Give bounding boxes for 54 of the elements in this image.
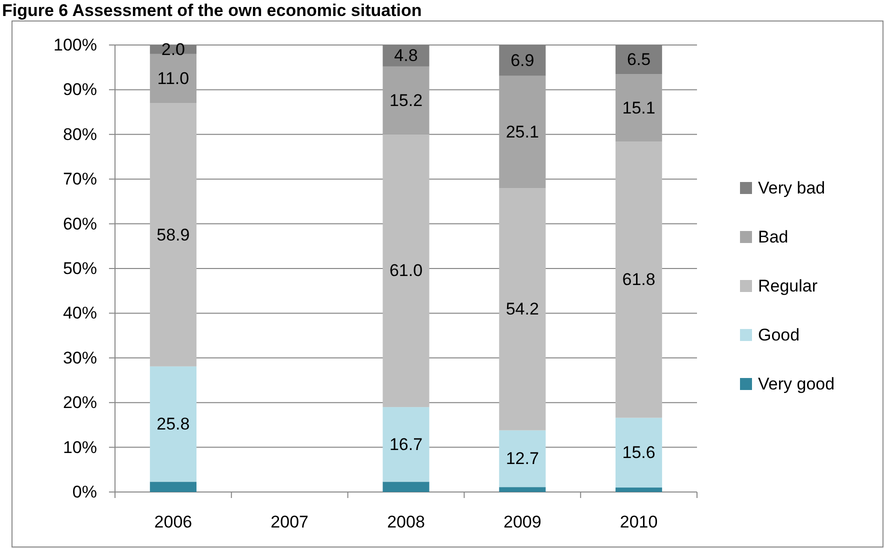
data-label: 11.0 xyxy=(157,69,190,88)
bar xyxy=(382,134,430,408)
bar xyxy=(616,142,662,418)
data-label: 6.9 xyxy=(510,50,534,70)
bar xyxy=(150,482,196,492)
bar xyxy=(616,418,662,488)
bar xyxy=(382,407,430,482)
data-label: 25.1 xyxy=(506,122,539,142)
legend-label: Good xyxy=(758,326,800,344)
y-tick-label: 80% xyxy=(62,124,97,144)
data-label: 16.7 xyxy=(389,434,423,454)
legend-label: Very bad xyxy=(758,178,826,198)
legend-label: Bad xyxy=(758,228,788,246)
bar xyxy=(499,487,546,492)
x-tick-label: 2006 xyxy=(154,512,192,532)
bar xyxy=(616,488,662,492)
y-tick-label: 10% xyxy=(62,438,97,457)
bar xyxy=(150,103,196,366)
data-label: 25.8 xyxy=(156,414,190,434)
bar xyxy=(499,76,546,188)
bar xyxy=(616,74,662,142)
x-tick-label: 2007 xyxy=(270,512,309,532)
bar xyxy=(499,188,546,430)
data-label: 15.2 xyxy=(389,90,423,110)
data-label: 4.8 xyxy=(394,46,418,66)
data-label: 61.8 xyxy=(622,270,656,290)
x-tick-label: 2008 xyxy=(387,512,425,532)
data-label: 2.0 xyxy=(161,40,186,59)
y-tick-label: 0% xyxy=(72,482,97,502)
y-tick-label: 50% xyxy=(62,259,97,278)
data-label: 61.0 xyxy=(389,261,423,280)
y-tick-label: 90% xyxy=(62,80,97,100)
bar xyxy=(499,430,546,488)
data-label: 15.1 xyxy=(622,98,656,118)
y-tick-label: 20% xyxy=(62,393,97,412)
bar xyxy=(150,366,196,482)
x-tick-label: 2010 xyxy=(620,512,658,532)
y-tick-label: 40% xyxy=(62,304,97,323)
data-label: 54.2 xyxy=(506,300,539,319)
data-label: 12.7 xyxy=(506,449,539,468)
legend-label: Regular xyxy=(758,276,818,296)
y-tick-label: 100% xyxy=(54,36,97,54)
legend-label: Very good xyxy=(758,374,835,394)
bar xyxy=(150,54,196,104)
data-label: 6.5 xyxy=(626,50,651,70)
y-tick-label: 30% xyxy=(62,348,97,368)
bar xyxy=(382,66,430,134)
x-tick-label: 2009 xyxy=(503,512,542,532)
bar xyxy=(382,482,430,492)
y-tick-label: 60% xyxy=(62,214,97,234)
data-label: 15.6 xyxy=(622,443,656,462)
chart-title: Figure 6 Assessment of the own economic situation xyxy=(2,1,422,20)
y-tick-label: 70% xyxy=(62,170,97,189)
data-label: 58.9 xyxy=(156,225,190,244)
